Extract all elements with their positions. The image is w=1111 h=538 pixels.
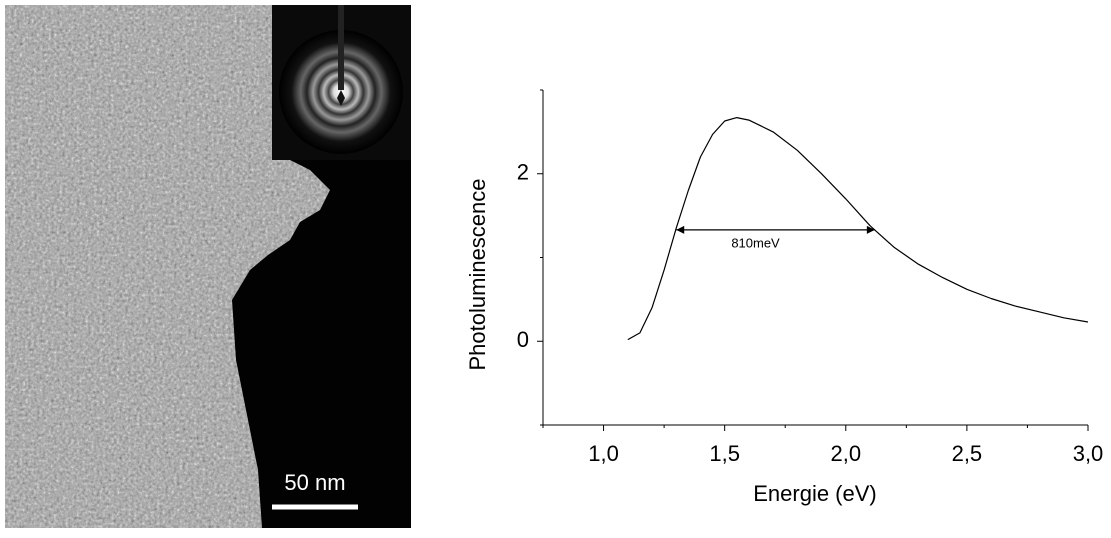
- micrograph: 50 nm: [5, 5, 411, 528]
- x-tick-label: 1,5: [709, 441, 740, 466]
- y-tick-label: 0: [517, 327, 529, 352]
- x-tick-label: 3,0: [1073, 441, 1104, 466]
- beam-stop: [338, 5, 344, 90]
- y-axis-label: Photoluminescence: [465, 178, 490, 370]
- x-axis-label: Energie (eV): [753, 481, 877, 506]
- x-tick-label: 2,5: [952, 441, 983, 466]
- x-tick-label: 2,0: [830, 441, 861, 466]
- pl-curve: [627, 117, 1089, 341]
- plot: 0 2 1,0 1,5 2,0 2,5 3,0 Energie (eV) Photolumine…: [465, 89, 1104, 506]
- y-tick-label: 2: [517, 160, 529, 185]
- scale-bar-label: 50 nm: [284, 470, 345, 495]
- beam-stop-tip: [337, 90, 345, 106]
- fwhm-label: 810meV: [731, 235, 780, 250]
- x-tick-label: 1,0: [588, 441, 619, 466]
- arrow-head: [676, 225, 685, 234]
- arrow-head: [866, 225, 875, 234]
